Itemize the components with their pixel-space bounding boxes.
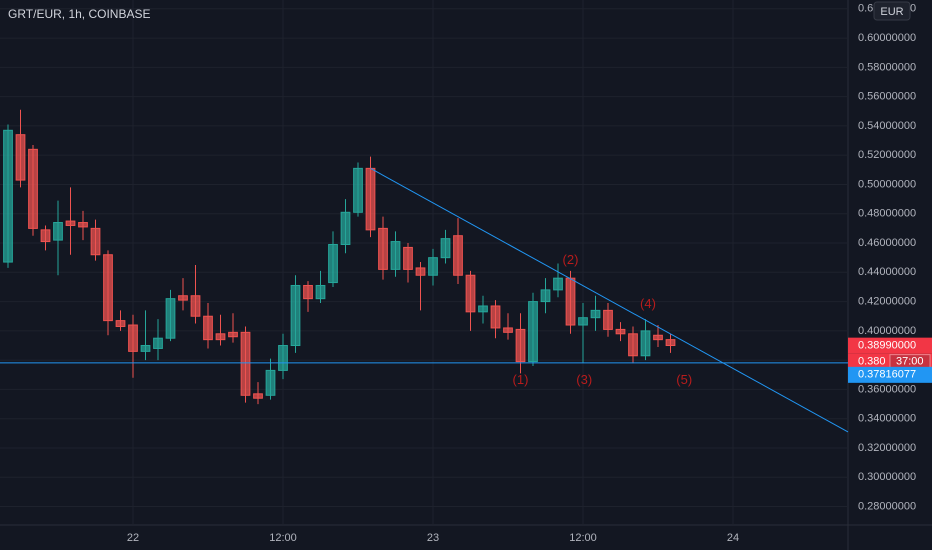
candle-body: [203, 315, 213, 341]
last-price-label: 0.38990000: [858, 340, 916, 352]
candle-body: [40, 229, 51, 243]
candle-body: [590, 309, 601, 319]
marks: (1) (2) (3) (4) (5): [0, 109, 849, 433]
candle-body: [328, 243, 338, 284]
candle-body: [403, 246, 413, 270]
x-tick-label: 23: [427, 532, 439, 544]
y-tick-label: 0.40000000: [858, 325, 916, 337]
candle-body: [240, 331, 251, 396]
y-tick-label: 0.32000000: [858, 442, 916, 454]
y-tick-label: 0.60000000: [858, 32, 916, 44]
candle-body: [278, 345, 288, 371]
candle-body: [428, 257, 438, 276]
countdown-price: 0.380: [858, 356, 886, 368]
candle-body: [665, 339, 676, 347]
chart-title: GRT/EUR, 1h, COINBASE: [8, 7, 150, 21]
candle-body: [315, 284, 326, 300]
wave-label: (3): [576, 372, 592, 387]
candle-body: [628, 333, 638, 357]
currency-label[interactable]: EUR: [880, 6, 903, 18]
candle-body: [178, 295, 188, 301]
candle-body: [15, 134, 26, 181]
wave-label: (1): [513, 372, 529, 387]
candle-body: [565, 277, 576, 326]
candle-body: [578, 317, 588, 326]
y-tick-label: 0.34000000: [858, 413, 916, 425]
candle-body: [603, 309, 613, 330]
candle-body: [353, 167, 363, 213]
candle-body: [28, 148, 38, 229]
countdown-badge: [848, 353, 932, 370]
x-tick-label: 22: [127, 532, 139, 544]
candle-body: [115, 320, 126, 327]
candle-body: [53, 222, 63, 241]
support-badge: [848, 366, 932, 383]
y-tick-label: 0.52000000: [858, 149, 916, 161]
candle-body: [453, 235, 463, 276]
x-tick-label: 12:00: [269, 532, 297, 544]
candle-body: [65, 220, 76, 226]
x-tick-label: 24: [727, 532, 739, 544]
candle-body: [265, 369, 276, 396]
y-tick-label: 0.28000000: [858, 500, 916, 512]
y-tick-label: 0.58000000: [858, 61, 916, 73]
candle-body: [390, 241, 401, 270]
trendline: [370, 167, 849, 433]
candle-body: [528, 301, 538, 363]
candle-body: [615, 328, 626, 335]
currency-badge[interactable]: [873, 1, 911, 21]
candle-body: [540, 289, 551, 303]
countdown-time: 37:00: [896, 356, 924, 368]
y-tick-label: 0.48000000: [858, 208, 916, 220]
y-tick-label: 0.54000000: [858, 120, 916, 132]
y-tick-label: 0.44000000: [858, 266, 916, 278]
y-tick-label: 0.42000000: [858, 295, 916, 307]
y-tick-label: 0.50000000: [858, 178, 916, 190]
candle-body: [490, 305, 501, 329]
y-tick-label: 0.46000000: [858, 237, 916, 249]
y-tick-label: 0.56000000: [858, 91, 916, 103]
last-price-badge: [848, 337, 932, 354]
candle-body: [153, 337, 163, 349]
x-tick-label: 12:00: [569, 532, 597, 544]
y-tick-label: 0.30000000: [858, 471, 916, 483]
candle-body: [78, 222, 88, 228]
candle-body: [290, 284, 301, 347]
candle-body: [653, 334, 663, 341]
candle-body: [415, 267, 426, 276]
candle-body: [165, 298, 176, 339]
candle-body: [140, 345, 151, 352]
candle-body: [440, 238, 451, 259]
wave-label: (2): [563, 252, 579, 267]
candle-body: [378, 227, 388, 270]
candle-body: [253, 393, 263, 399]
candle-body: [515, 328, 526, 363]
candle-body: [90, 227, 101, 256]
support-label: 0.37816077: [858, 369, 916, 381]
candle-body: [340, 211, 351, 245]
candle-body: [478, 305, 488, 313]
y-tick-label: 0.36000000: [858, 383, 916, 395]
candle-body: [303, 284, 313, 300]
wave-label: (5): [676, 372, 692, 387]
candle-body: [465, 274, 476, 313]
candle-body: [503, 327, 513, 333]
axis: 0.28000000 0.30000000 0.32000000 0.34000000…: [127, 3, 932, 544]
candle-body: [190, 295, 201, 317]
candle-body: [128, 324, 138, 352]
wave-label: (4): [640, 296, 656, 311]
candle-body: [365, 167, 376, 231]
candle-body: [553, 277, 563, 291]
candle-body: [103, 254, 113, 322]
candle-body: [640, 330, 651, 357]
candle-body: [3, 129, 13, 263]
candle-body: [228, 331, 238, 338]
candle-body: [215, 333, 226, 341]
